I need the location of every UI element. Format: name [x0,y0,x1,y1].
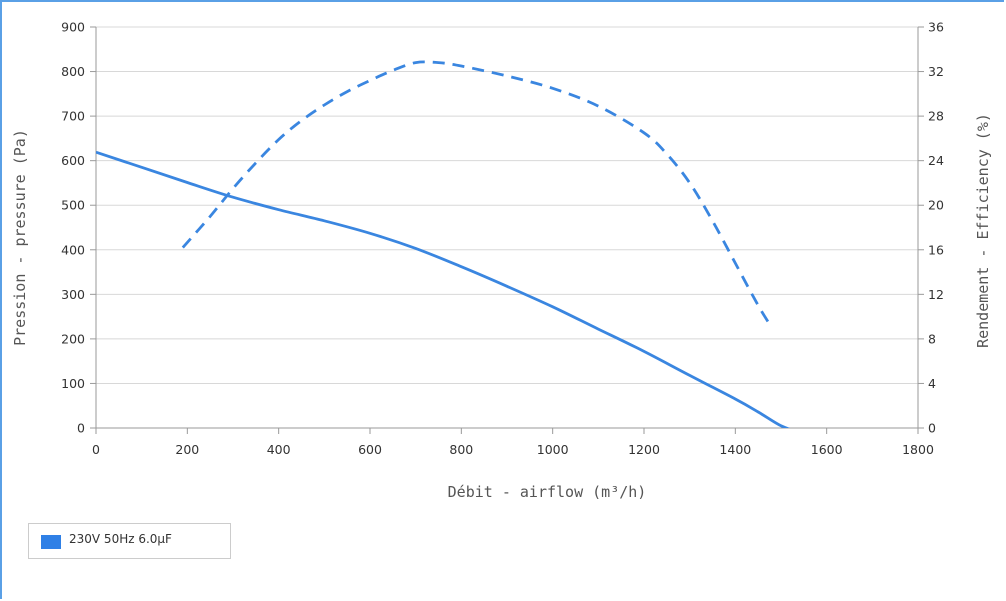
x-tick-label: 1200 [628,442,660,457]
y-tick-label: 700 [61,109,85,124]
x-tick-label: 600 [358,442,382,457]
x-tick-label: 1000 [537,442,569,457]
x-tick-label: 200 [175,442,199,457]
x-axis-title: Débit - airflow (m³/h) [448,483,647,501]
y2-tick-label: 8 [928,331,936,346]
y-tick-label: 600 [61,153,85,168]
y2-tick-label: 4 [928,376,936,391]
y-tick-label: 100 [61,376,85,391]
legend-label: 230V 50Hz 6.0µF [69,532,172,546]
y-tick-label: 300 [61,287,85,302]
x-tick-label: 1800 [902,442,934,457]
y2-tick-label: 20 [928,198,944,213]
x-tick-label: 800 [449,442,473,457]
y2-tick-label: 28 [928,109,944,124]
y-tick-label: 500 [61,198,85,213]
legend-swatch [41,535,61,549]
x-tick-label: 1600 [811,442,843,457]
x-tick-label: 1400 [719,442,751,457]
y2-tick-label: 12 [928,287,944,302]
chart-legend[interactable]: 230V 50Hz 6.0µF [28,523,231,559]
pressure-curve [96,150,791,428]
y-tick-label: 800 [61,64,85,79]
x-tick-label: 0 [92,442,100,457]
y-axis-title: Pression - pressure (Pa) [11,129,29,346]
x-tick-label: 400 [267,442,291,457]
y2-tick-label: 24 [928,153,944,168]
y2-tick-label: 36 [928,20,944,35]
y-tick-label: 900 [61,20,85,35]
y2-tick-label: 0 [928,421,936,436]
y-tick-label: 200 [61,331,85,346]
y-tick-label: 0 [77,421,85,436]
y-tick-label: 400 [61,242,85,257]
efficiency-curve [181,60,774,329]
y2-axis-title: Rendement - Efficiency (%) [974,113,992,348]
y2-tick-label: 16 [928,242,944,257]
y2-tick-label: 32 [928,64,944,79]
